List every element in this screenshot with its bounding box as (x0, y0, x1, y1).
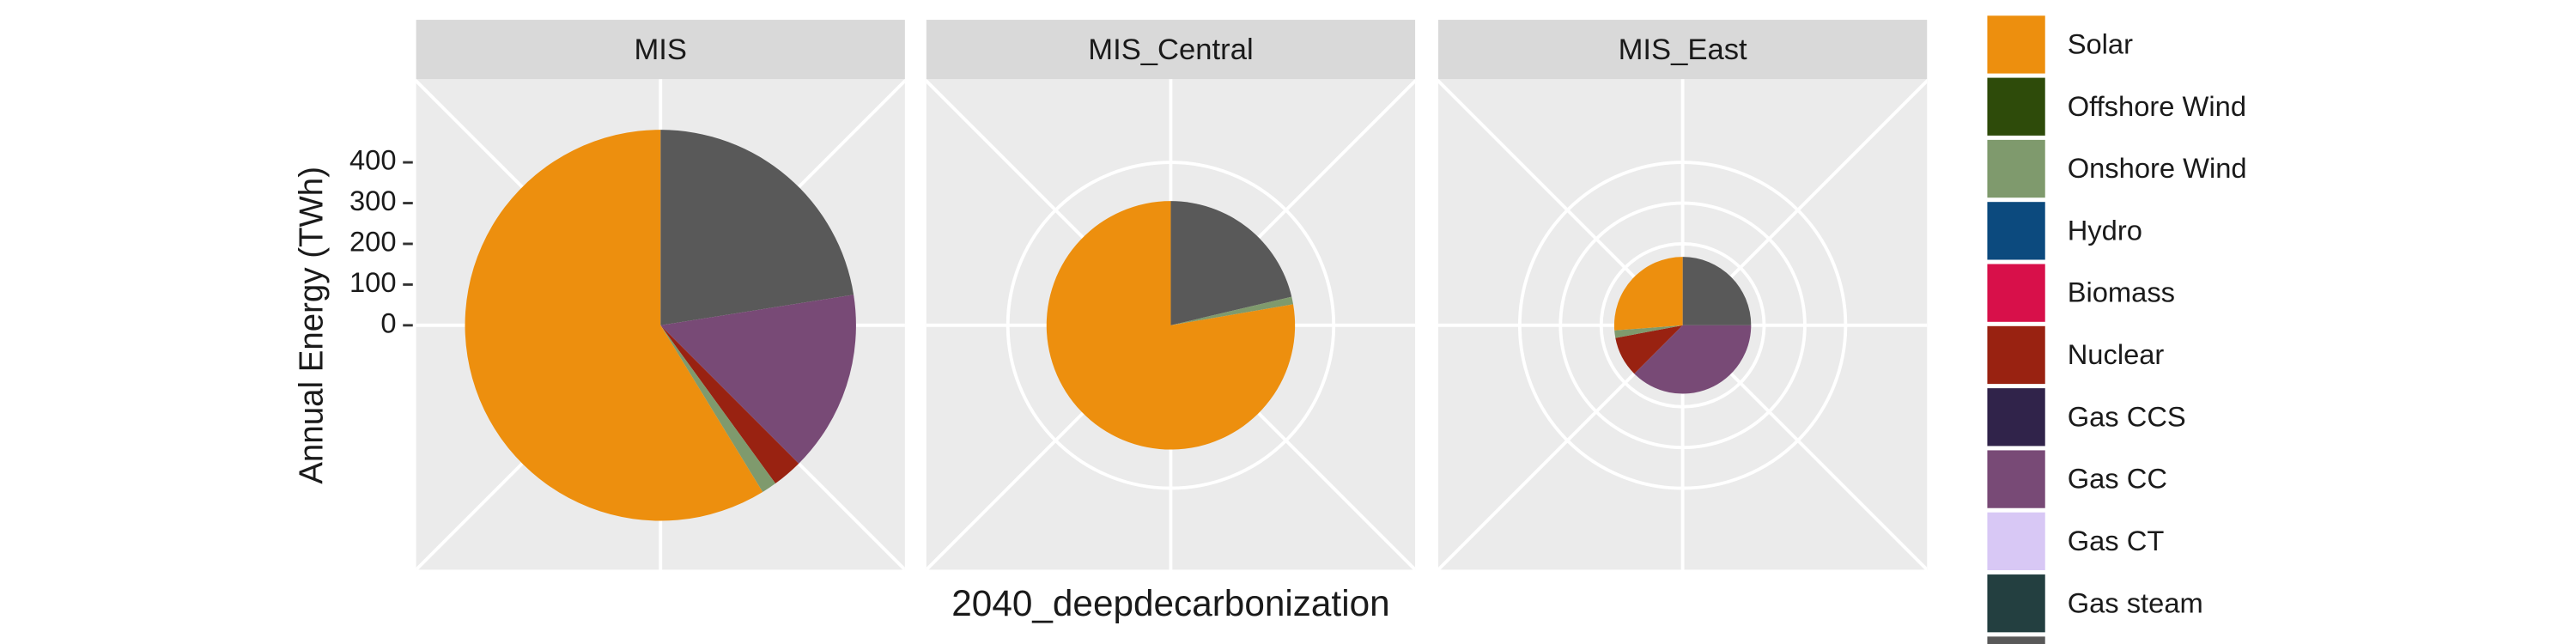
spoke (659, 324, 905, 570)
legend-label: Biomass (2068, 276, 2175, 308)
y-axis-title: Annual Energy (TWh) (294, 167, 331, 484)
wedge (1170, 201, 1292, 325)
wedge (1170, 296, 1294, 325)
spoke (1438, 79, 1684, 327)
wedge (1613, 257, 1683, 331)
wedge (660, 325, 776, 492)
strip (416, 20, 905, 80)
spoke (1681, 324, 1928, 570)
legend-swatch (1985, 573, 2047, 635)
panel-grid (1438, 79, 1928, 570)
y-tick-label: 400 (349, 144, 397, 176)
legend-label: Nuclear (2068, 338, 2165, 370)
wedge (660, 295, 856, 464)
legend-swatch (1985, 324, 2047, 386)
legend-label: Hydro (2068, 214, 2142, 246)
y-tick-label: 100 (349, 266, 397, 298)
legend-label: Solar (2068, 27, 2133, 59)
wedge (465, 130, 763, 521)
strip-label: MIS_East (1619, 33, 1747, 66)
legend-label: Gas CT (2068, 525, 2165, 556)
y-tick-label: 200 (349, 226, 397, 258)
grid-circle (1005, 161, 1336, 490)
legend-swatch (1985, 635, 2047, 644)
y-tick-label: 0 (380, 307, 396, 338)
grid-circle (1599, 242, 1766, 409)
legend-swatch (1985, 200, 2047, 262)
legend-label: Gas steam (2068, 586, 2203, 618)
strip-label: MIS (634, 33, 687, 66)
legend-swatch (1985, 448, 2047, 510)
strip (1438, 20, 1928, 80)
legend-swatch (1985, 386, 2047, 448)
legend-swatch (1985, 76, 2047, 137)
panel-grid (926, 79, 1416, 570)
panel-grid (416, 79, 905, 570)
legend-label: Gas CC (2068, 463, 2167, 495)
x-axis-title: 2040_deepdecarbonization (951, 583, 1389, 623)
legend-label: Onshore Wind (2068, 152, 2247, 184)
strip (926, 20, 1416, 80)
legend-swatch (1985, 14, 2047, 76)
wedge (660, 325, 799, 484)
legend-label: Offshore Wind (2068, 90, 2246, 122)
legend-swatch (1985, 137, 2047, 200)
wedge (1614, 325, 1683, 338)
wedge (1615, 325, 1683, 374)
wedge (1682, 257, 1752, 325)
legend-label: Gas CCS (2068, 400, 2186, 432)
spoke (1438, 324, 1684, 570)
strip-label: MIS_Central (1088, 33, 1253, 66)
y-tick-label: 300 (349, 185, 397, 216)
wedge (1634, 325, 1752, 394)
grid-circle (1558, 201, 1807, 450)
legend-swatch (1985, 262, 2047, 324)
legend-swatch (1985, 510, 2047, 572)
spoke (1681, 79, 1928, 327)
wedge (1046, 201, 1296, 450)
wedge (660, 130, 854, 325)
grid-circle (1517, 161, 1848, 490)
